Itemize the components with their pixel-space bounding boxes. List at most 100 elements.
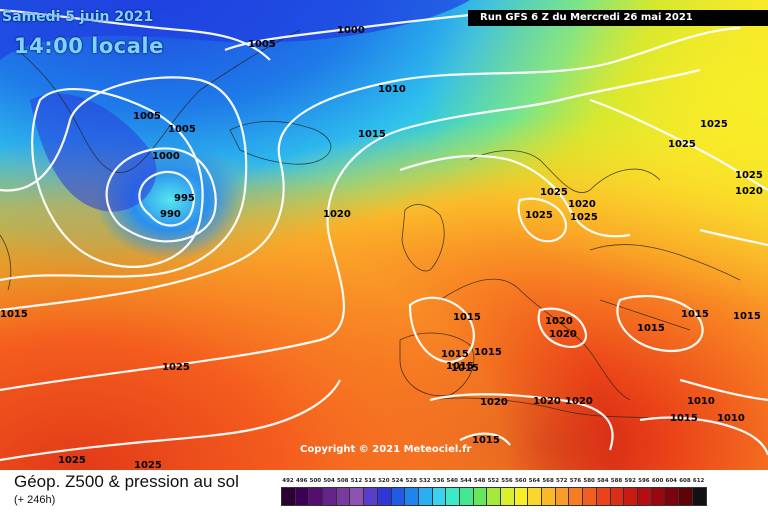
legend-item: 564 <box>527 478 543 508</box>
isobar-label: 1015 <box>670 413 698 424</box>
legend-label: 584 <box>597 478 609 484</box>
legend-label: 572 <box>556 478 568 484</box>
forecast-offset: (+ 246h) <box>14 494 56 506</box>
legend-item: 612 <box>691 478 707 508</box>
legend-item: 496 <box>294 478 310 508</box>
legend-label: 548 <box>473 478 486 484</box>
legend-item: 556 <box>500 478 515 508</box>
isobar-label: 1005 <box>168 124 196 135</box>
legend-label: 556 <box>501 478 513 484</box>
legend-item: 544 <box>458 478 474 508</box>
isobar-label: 1000 <box>337 25 365 36</box>
isobar-label: 995 <box>174 193 195 204</box>
legend-item: 568 <box>541 478 557 508</box>
isobar-label: 1005 <box>248 39 276 50</box>
legend-label: 520 <box>378 478 390 484</box>
legend-label: 528 <box>405 478 417 484</box>
legend-item: 532 <box>417 478 433 508</box>
color-legend: 492 496 500 504 508 512 516 520 524 528 532 536 540 5… <box>281 478 707 508</box>
legend-item: 528 <box>404 478 420 508</box>
legend-label: 564 <box>528 478 541 484</box>
isobar-label: 1015 <box>681 309 709 320</box>
legend-item: 560 <box>513 478 529 508</box>
isobar-label: 1015 <box>474 347 502 358</box>
legend-item: 592 <box>623 478 639 508</box>
run-info: Run GFS 6 Z du Mercredi 26 mai 2021 <box>468 10 768 26</box>
legend-label: 504 <box>323 478 335 484</box>
isobar-label: 1025 <box>570 212 598 223</box>
legend-item: 524 <box>390 478 406 508</box>
legend-label: 588 <box>610 478 623 484</box>
isobar-label: 990 <box>160 209 181 220</box>
isobar-label: 1025 <box>134 460 162 470</box>
legend-item: 504 <box>322 478 338 508</box>
legend-label: 568 <box>542 478 554 484</box>
legend-label: 612 <box>692 478 705 484</box>
isobar-label: 1000 <box>152 151 180 162</box>
legend-label: 576 <box>569 478 582 484</box>
isobar-label: 1005 <box>133 111 161 122</box>
legend-item: 508 <box>335 478 351 508</box>
legend-item: 536 <box>431 478 447 508</box>
legend-label: 608 <box>679 478 691 484</box>
legend-item: 608 <box>677 478 693 508</box>
legend-label: 516 <box>364 478 376 484</box>
legend-item: 512 <box>349 478 365 508</box>
legend-label: 500 <box>309 478 322 484</box>
legend-label: 544 <box>460 478 472 484</box>
legend-label: 600 <box>651 478 664 484</box>
legend-item: 540 <box>445 478 461 508</box>
legend-label: 596 <box>638 478 650 484</box>
legend-item: 604 <box>664 478 680 508</box>
isobar-label: 1025 <box>735 170 763 181</box>
isobar-label: 1025 <box>540 187 568 198</box>
legend-label: 604 <box>665 478 677 484</box>
legend-label: 524 <box>391 478 404 484</box>
legend-label: 560 <box>514 478 527 484</box>
isobar-label: 1015 <box>446 361 474 372</box>
legend-item: 500 <box>308 478 324 508</box>
isobar-label: 1015 <box>441 349 469 360</box>
isobar-label: 1015 <box>637 323 665 334</box>
footer-bar: Géop. Z500 & pression au sol (+ 246h) 49… <box>0 470 768 512</box>
legend-label: 512 <box>350 478 363 484</box>
isobar-label: 1025 <box>668 139 696 150</box>
isobar-label: 1010 <box>717 413 745 424</box>
isobar-label: 1015 <box>453 312 481 323</box>
isobar-label: 1025 <box>525 210 553 221</box>
isobar-label: 1020 <box>735 186 763 197</box>
isobar-label: 1020 <box>480 397 508 408</box>
isobar-label: 1020 <box>549 329 577 340</box>
isobar-label: 1020 <box>565 396 593 407</box>
legend-label: 492 <box>282 478 294 484</box>
legend-label: 552 <box>487 478 500 484</box>
isobar-label: 1025 <box>58 455 86 466</box>
pressure-map: 1000100510051005100099599010101015102010… <box>0 0 768 470</box>
legend-label: 592 <box>624 478 636 484</box>
legend-label: 532 <box>419 478 431 484</box>
legend-label: 508 <box>337 478 349 484</box>
legend-item: 552 <box>486 478 502 508</box>
legend-item: 548 <box>472 478 488 508</box>
copyright-notice: Copyright © 2021 Meteociel.fr <box>300 444 472 455</box>
isobar-label: 1010 <box>378 84 406 95</box>
map-title: Géop. Z500 & pression au sol <box>14 472 239 491</box>
isobar-label: 1020 <box>568 199 596 210</box>
isobar-label: 1015 <box>472 435 500 446</box>
isobar-label: 1015 <box>733 311 761 322</box>
isobar-label: 1025 <box>700 119 728 130</box>
isobar-label: 1025 <box>162 362 190 373</box>
isobar-label: 1015 <box>0 309 28 320</box>
legend-label: 496 <box>295 478 308 484</box>
legend-item: 584 <box>595 478 611 508</box>
legend-label: 540 <box>446 478 458 484</box>
legend-item: 596 <box>636 478 652 508</box>
legend-item: 516 <box>363 478 379 508</box>
legend-item: 520 <box>376 478 392 508</box>
legend-item: 588 <box>609 478 625 508</box>
legend-item: 492 <box>281 478 296 508</box>
legend-swatch <box>691 487 707 506</box>
forecast-time: 14:00 locale <box>14 34 164 58</box>
isobar-label: 1015 <box>451 363 479 374</box>
